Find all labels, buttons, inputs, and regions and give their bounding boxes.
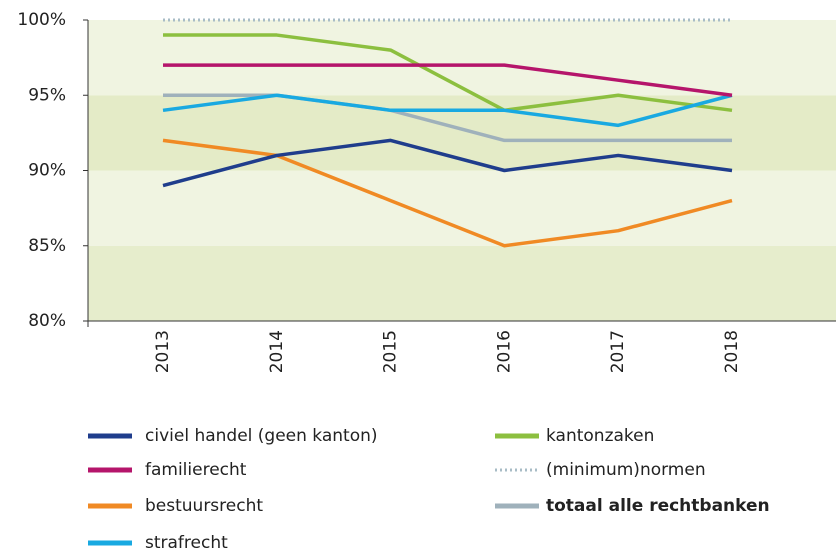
legend-label: totaal alle rechtbanken — [546, 496, 770, 516]
plot-band — [88, 245, 836, 321]
x-tick-label: 2017 — [608, 330, 628, 373]
legend-label: bestuursrecht — [145, 496, 263, 516]
y-tick-label: 95% — [28, 85, 66, 105]
legend-label: kantonzaken — [546, 426, 654, 446]
series-line — [163, 63, 733, 97]
x-tick-label: 2018 — [722, 330, 742, 373]
series-line — [162, 138, 733, 188]
series-line — [162, 138, 733, 248]
y-tick-label: 80% — [28, 311, 66, 331]
series-line — [162, 93, 733, 128]
x-tick-label: 2016 — [494, 330, 514, 373]
legend-label: civiel handel (geen kanton) — [145, 426, 378, 446]
y-tick-label: 100% — [17, 10, 66, 30]
y-tick-label: 85% — [28, 236, 66, 256]
series-line — [163, 33, 733, 113]
legend-label: strafrecht — [145, 533, 228, 553]
series-line — [163, 93, 732, 143]
legend-label: familierecht — [145, 460, 247, 480]
x-tick-label: 2014 — [267, 330, 287, 373]
plot-band — [88, 170, 836, 246]
legend-label: (minimum)normen — [546, 460, 706, 480]
y-tick-label: 90% — [28, 161, 66, 181]
x-tick-label: 2013 — [153, 330, 173, 373]
x-tick-label: 2015 — [381, 330, 401, 373]
plot-band — [88, 20, 836, 96]
